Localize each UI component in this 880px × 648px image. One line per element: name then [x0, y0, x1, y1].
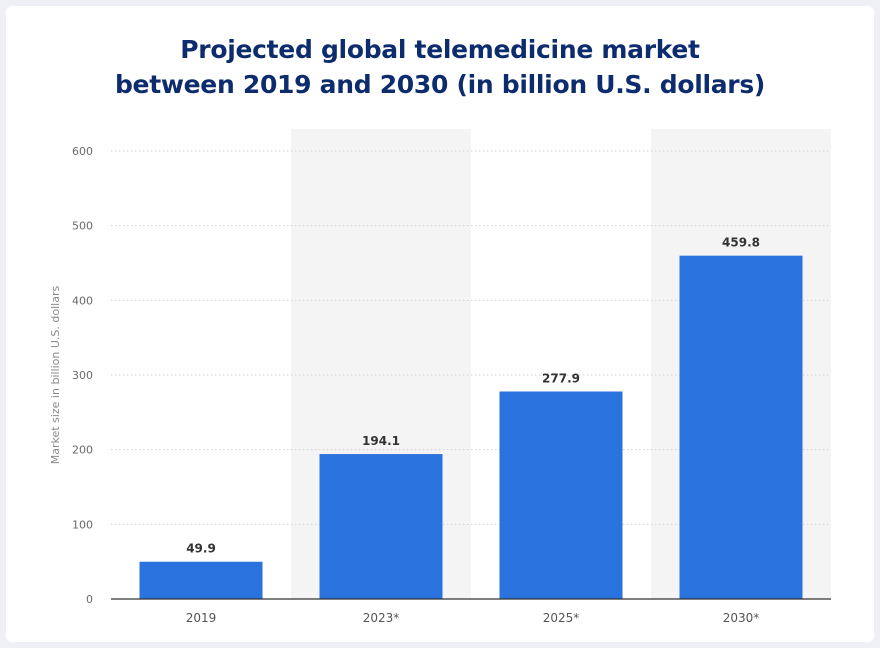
y-axis-label: Market size in billion U.S. dollars — [49, 286, 62, 465]
x-tick-label-2023: 2023* — [363, 611, 400, 625]
chart-title-line-1: Projected global telemedicine market — [180, 35, 700, 64]
chart-title-line-2: between 2019 and 2030 (in billion U.S. d… — [114, 70, 766, 99]
y-tick-label-100: 100 — [72, 518, 93, 531]
bar-2023 — [319, 454, 443, 599]
y-tick-label-0: 0 — [86, 593, 93, 606]
data-label-2025: 277.9 — [542, 372, 580, 386]
bar-2030 — [679, 255, 803, 599]
x-tick-label-2030: 2030* — [723, 611, 760, 625]
y-tick-label-600: 600 — [72, 145, 93, 158]
y-tick-label-300: 300 — [72, 369, 93, 382]
x-tick-label-2019: 2019 — [186, 611, 217, 625]
x-tick-label-2025: 2025* — [543, 611, 580, 625]
y-tick-label-500: 500 — [72, 220, 93, 233]
chart-title: Projected global telemedicine market bet… — [0, 32, 880, 102]
data-label-2030: 459.8 — [722, 236, 760, 250]
data-label-2023: 194.1 — [362, 434, 400, 448]
y-tick-label-400: 400 — [72, 294, 93, 307]
data-label-2019: 49.9 — [186, 542, 216, 556]
bar-2025 — [499, 391, 623, 599]
y-tick-label-200: 200 — [72, 444, 93, 457]
bar-2019 — [139, 561, 263, 599]
